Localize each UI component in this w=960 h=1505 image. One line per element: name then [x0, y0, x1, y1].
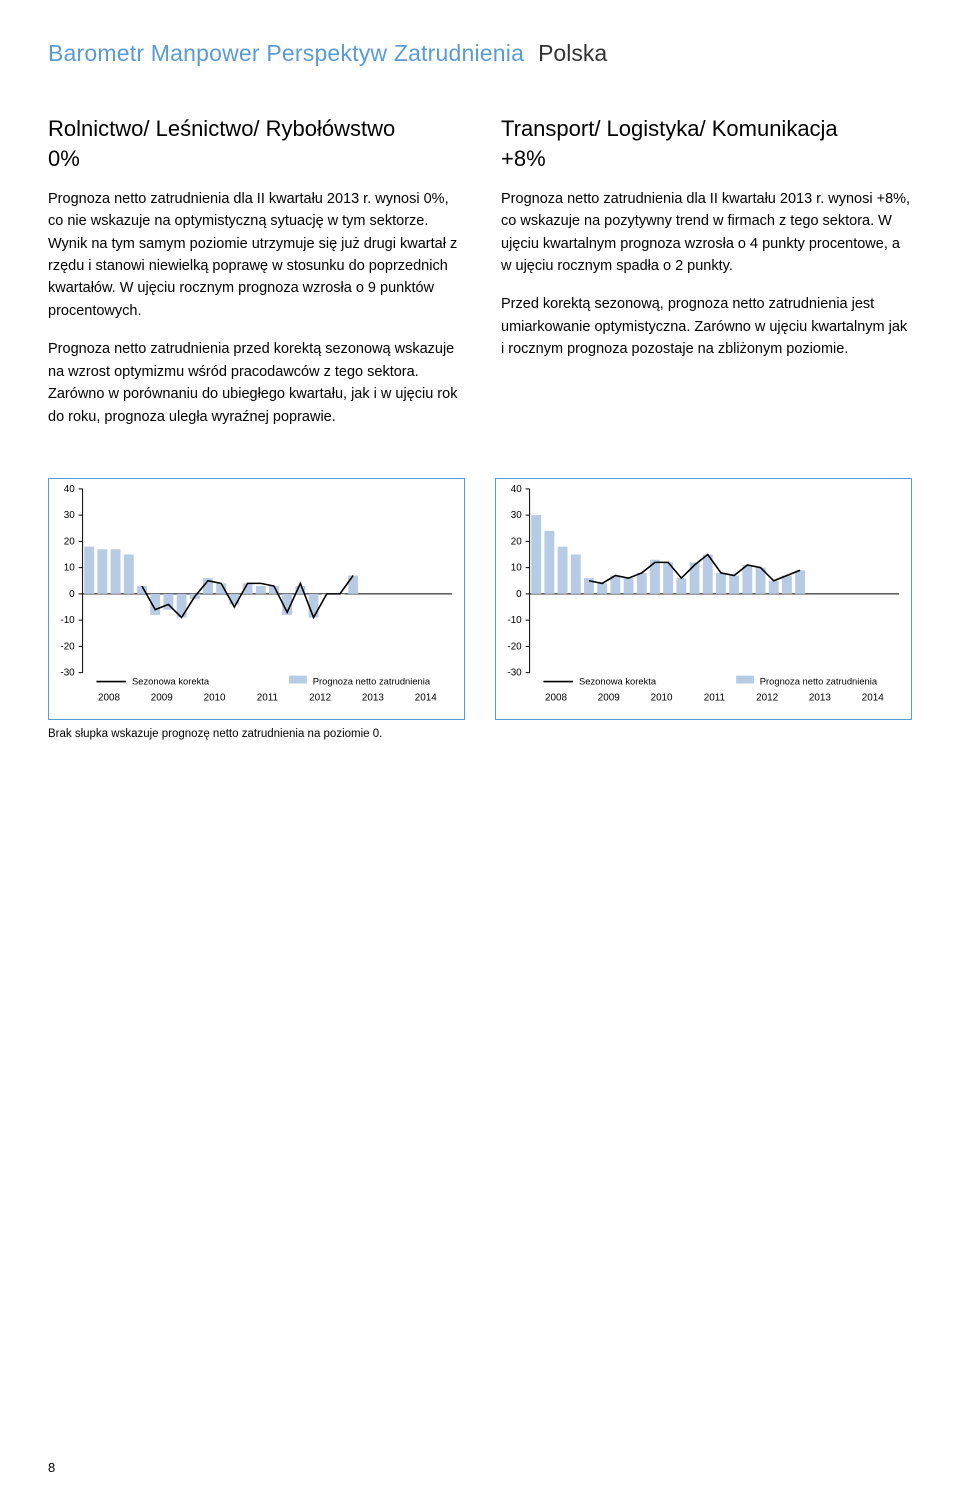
chart-left: 403020100-10-20-302008200920102011201220…: [48, 478, 465, 720]
svg-text:2010: 2010: [651, 693, 673, 704]
left-section-title: Rolnictwo/ Leśnictwo/ Rybołówstwo: [48, 115, 459, 144]
svg-text:2009: 2009: [598, 693, 620, 704]
svg-text:2011: 2011: [704, 693, 726, 704]
svg-text:0: 0: [69, 589, 75, 600]
svg-text:2010: 2010: [204, 693, 226, 704]
svg-text:0: 0: [516, 589, 522, 600]
svg-text:2008: 2008: [545, 693, 567, 704]
svg-text:-10: -10: [60, 615, 75, 626]
svg-text:30: 30: [64, 510, 75, 521]
svg-text:10: 10: [64, 563, 75, 574]
svg-text:-30: -30: [507, 668, 522, 679]
svg-text:Sezonowa korekta: Sezonowa korekta: [132, 677, 210, 687]
report-country: Polska: [538, 40, 607, 67]
svg-text:40: 40: [64, 484, 75, 495]
chart-right-svg: 403020100-10-20-302008200920102011201220…: [496, 479, 911, 718]
svg-text:2012: 2012: [309, 693, 331, 704]
charts-row: 403020100-10-20-302008200920102011201220…: [48, 478, 912, 740]
svg-text:10: 10: [511, 563, 522, 574]
chart-right: 403020100-10-20-302008200920102011201220…: [495, 478, 912, 720]
chart-left-wrap: 403020100-10-20-302008200920102011201220…: [48, 478, 465, 740]
svg-text:2011: 2011: [257, 693, 279, 704]
svg-text:-30: -30: [60, 668, 75, 679]
right-section-value: +8%: [501, 146, 912, 172]
svg-text:2012: 2012: [756, 693, 778, 704]
svg-text:2014: 2014: [862, 693, 884, 704]
left-paragraph-2: Prognoza netto zatrudnienia przed korekt…: [48, 338, 459, 428]
chart-right-wrap: 403020100-10-20-302008200920102011201220…: [495, 478, 912, 740]
left-section-value: 0%: [48, 146, 459, 172]
page-number: 8: [48, 1460, 55, 1475]
left-paragraph-1: Prognoza netto zatrudnienia dla II kwart…: [48, 188, 459, 323]
report-title: Barometr Manpower Perspektyw Zatrudnieni…: [48, 40, 524, 67]
svg-text:40: 40: [511, 484, 522, 495]
svg-text:2008: 2008: [98, 693, 120, 704]
left-column: Rolnictwo/ Leśnictwo/ Rybołówstwo 0% Pro…: [48, 115, 459, 444]
svg-text:2013: 2013: [809, 693, 831, 704]
svg-text:Prognoza netto zatrudnienia: Prognoza netto zatrudnienia: [313, 677, 431, 687]
svg-text:20: 20: [64, 537, 75, 548]
page-header: Barometr Manpower Perspektyw Zatrudnieni…: [48, 40, 912, 67]
svg-text:Sezonowa korekta: Sezonowa korekta: [579, 677, 657, 687]
right-paragraph-2: Przed korektą sezonową, prognoza netto z…: [501, 293, 912, 360]
svg-text:2014: 2014: [415, 693, 437, 704]
right-section-title: Transport/ Logistyka/ Komunikacja: [501, 115, 912, 144]
chart-left-svg: 403020100-10-20-302008200920102011201220…: [49, 479, 464, 718]
svg-text:-10: -10: [507, 615, 522, 626]
svg-text:30: 30: [511, 510, 522, 521]
svg-text:-20: -20: [60, 642, 75, 653]
svg-text:Prognoza netto zatrudnienia: Prognoza netto zatrudnienia: [760, 677, 878, 687]
right-paragraph-1: Prognoza netto zatrudnienia dla II kwart…: [501, 188, 912, 278]
right-column: Transport/ Logistyka/ Komunikacja +8% Pr…: [501, 115, 912, 444]
svg-text:20: 20: [511, 537, 522, 548]
svg-text:2013: 2013: [362, 693, 384, 704]
svg-text:2009: 2009: [151, 693, 173, 704]
content-columns: Rolnictwo/ Leśnictwo/ Rybołówstwo 0% Pro…: [48, 115, 912, 444]
chart-footnote: Brak słupka wskazuje prognozę netto zatr…: [48, 728, 465, 740]
svg-text:-20: -20: [507, 642, 522, 653]
